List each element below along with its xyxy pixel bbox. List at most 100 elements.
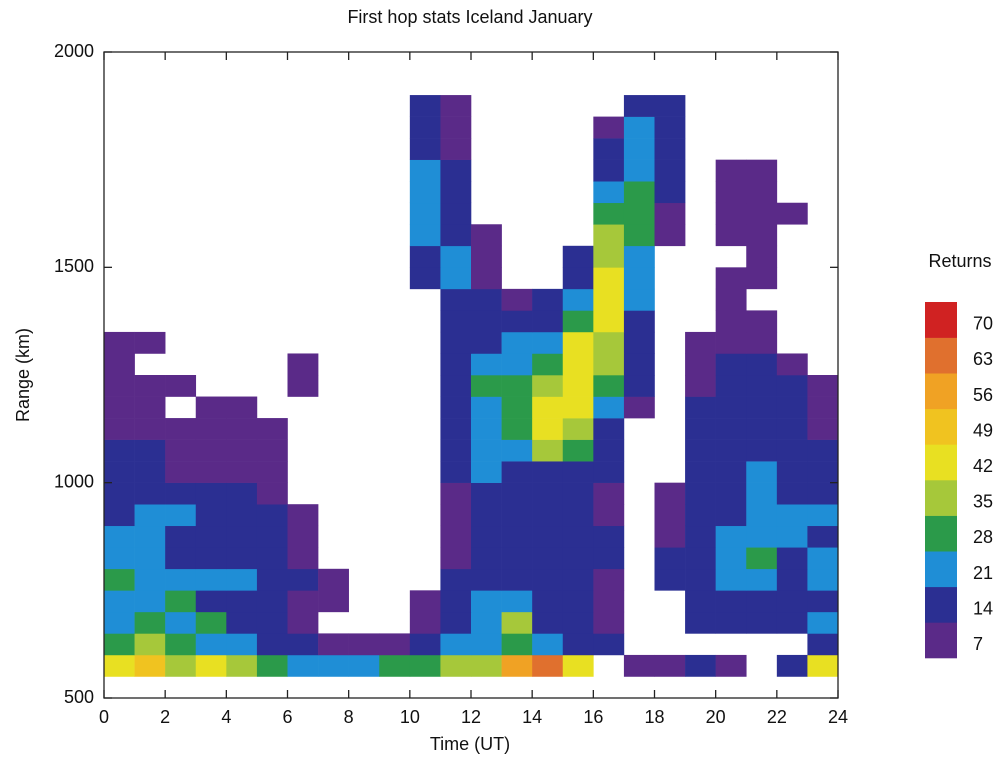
heat-cell	[501, 525, 533, 548]
x-tick-label: 20	[706, 707, 726, 727]
heat-cell	[226, 568, 258, 591]
heat-cell	[471, 482, 502, 505]
heat-cell	[440, 654, 472, 677]
heat-cell	[440, 439, 472, 462]
heat-cell	[165, 568, 197, 591]
heat-cell	[165, 418, 197, 440]
heat-cell	[746, 353, 778, 376]
heat-cell	[807, 504, 839, 527]
heat-cell	[593, 116, 625, 139]
heat-cell	[287, 633, 319, 656]
heat-cell	[532, 418, 564, 440]
heat-cell	[807, 482, 839, 505]
heat-cell	[562, 654, 594, 677]
heat-cell	[746, 331, 778, 354]
heat-cell	[593, 439, 625, 462]
heat-cell	[287, 525, 319, 548]
heat-cell	[165, 525, 197, 548]
heat-cell	[471, 611, 502, 634]
heat-cell	[654, 504, 686, 527]
heat-cell	[318, 633, 349, 656]
heat-cell	[746, 224, 778, 247]
heat-cell	[287, 590, 319, 613]
heat-cell	[715, 375, 747, 397]
heat-cell	[532, 396, 564, 419]
colorbar-swatch	[925, 622, 957, 659]
heat-cell	[440, 590, 472, 613]
heat-cell	[685, 353, 716, 376]
heat-cell	[226, 418, 258, 440]
heat-cell	[409, 202, 441, 225]
heat-cell	[562, 245, 594, 268]
heat-cell	[532, 331, 564, 354]
heat-cell	[654, 525, 686, 548]
heat-cell	[440, 138, 472, 160]
heat-cell	[532, 611, 564, 634]
heat-cell	[501, 331, 533, 354]
heat-cell	[287, 375, 319, 397]
heat-cell	[623, 95, 655, 117]
heat-cell	[165, 654, 197, 677]
heat-cell	[440, 525, 472, 548]
heat-cell	[715, 439, 747, 462]
heat-cell	[685, 568, 716, 591]
heat-cell	[134, 590, 166, 613]
heat-cell	[562, 418, 594, 440]
y-tick-label: 500	[64, 687, 94, 707]
heat-cell	[195, 568, 227, 591]
heat-cell	[532, 439, 564, 462]
heat-cell	[746, 310, 778, 333]
heat-cell	[685, 331, 716, 354]
heat-cell	[440, 547, 472, 570]
colorbar-title: Returns	[928, 251, 991, 271]
heat-cell	[623, 116, 655, 139]
heat-cell	[471, 504, 502, 527]
heat-cell	[562, 461, 594, 483]
heat-cell	[593, 375, 625, 397]
heat-cell	[623, 353, 655, 376]
heat-cell	[256, 547, 288, 570]
heat-cell	[409, 245, 441, 268]
heat-cell	[562, 353, 594, 376]
heat-cell	[776, 654, 808, 677]
heat-cell	[807, 633, 839, 656]
heat-cell	[593, 138, 625, 160]
heat-cell	[715, 547, 747, 570]
heat-cell	[134, 439, 166, 462]
heat-cell	[654, 482, 686, 505]
heat-cell	[776, 547, 808, 570]
y-tick-label: 1500	[54, 256, 94, 276]
heat-cell	[195, 547, 227, 570]
heat-cell	[807, 525, 839, 548]
heat-cell	[471, 245, 502, 268]
heat-cell	[501, 310, 533, 333]
heat-cell	[593, 288, 625, 311]
heat-cell	[471, 224, 502, 247]
colorbar-label: 35	[973, 492, 993, 512]
heat-cell	[746, 267, 778, 290]
heat-cell	[654, 159, 686, 182]
heat-cell	[685, 439, 716, 462]
heat-cell	[623, 375, 655, 397]
heat-cell	[471, 418, 502, 440]
heat-cell	[104, 461, 135, 483]
heat-cell	[623, 331, 655, 354]
heat-cell	[165, 590, 197, 613]
heat-cell	[104, 654, 135, 677]
heat-cell	[776, 611, 808, 634]
heat-cell	[440, 353, 472, 376]
y-tick-label: 2000	[54, 41, 94, 61]
heat-cell	[104, 375, 135, 397]
heat-cell	[715, 267, 747, 290]
heat-cell	[440, 375, 472, 397]
heat-cell	[256, 590, 288, 613]
heat-cell	[654, 116, 686, 139]
heat-cell	[746, 396, 778, 419]
chart-title: First hop stats Iceland January	[347, 7, 592, 27]
heat-cell	[776, 590, 808, 613]
heat-cell	[134, 482, 166, 505]
heat-cell	[440, 461, 472, 483]
heat-cell	[195, 611, 227, 634]
heat-cell	[532, 547, 564, 570]
heat-cell	[593, 224, 625, 247]
